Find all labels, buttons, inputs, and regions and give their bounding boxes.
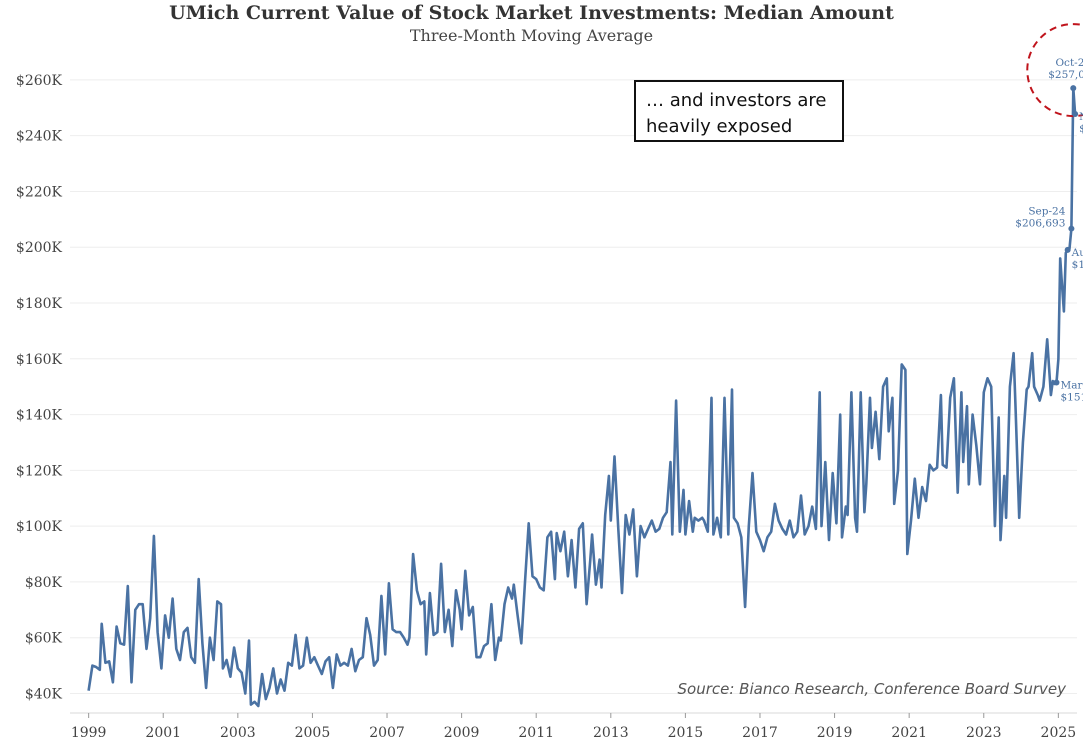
x-tick-label-3: 2005: [295, 725, 331, 741]
data-label-2-0: Sep-24: [1028, 206, 1065, 218]
y-tick-label-2: $80K: [25, 575, 63, 591]
data-point-marker-0: [1070, 85, 1077, 92]
x-tick-label-11: 2021: [891, 725, 927, 741]
chart-title: UMich Current Value of Stock Market Inve…: [169, 2, 894, 24]
x-tick-label-13: 2025: [1041, 725, 1077, 741]
series-line-0: [87, 86, 1077, 708]
x-tick-label-7: 2013: [593, 725, 629, 741]
data-label-0-1: $257,064: [1048, 69, 1083, 81]
x-tick-label-1: 2001: [145, 725, 181, 741]
data-label-3-1: $199,043: [1072, 259, 1083, 271]
data-point-marker-3: [1064, 246, 1071, 253]
data-label-1-0: Nov-24: [1079, 111, 1083, 123]
y-tick-label-9: $220K: [16, 184, 63, 200]
x-tick-label-6: 2011: [518, 725, 554, 741]
x-tick-label-2: 2003: [220, 725, 256, 741]
callout-line-2: heavily exposed: [646, 116, 793, 137]
y-tick-label-0: $40K: [25, 686, 63, 702]
y-tick-label-7: $180K: [16, 296, 63, 312]
callout-line-1: … and investors are: [646, 90, 827, 111]
x-tick-label-0: 1999: [71, 725, 107, 741]
y-tick-label-5: $140K: [16, 408, 63, 424]
data-point-marker-4: [1053, 379, 1060, 386]
y-tick-label-8: $200K: [16, 240, 63, 256]
x-tick-label-8: 2015: [668, 725, 704, 741]
x-tick-label-5: 2009: [444, 725, 480, 741]
x-tick-label-10: 2019: [817, 725, 853, 741]
x-tick-label-4: 2007: [369, 725, 405, 741]
chart-subtitle: Three-Month Moving Average: [409, 26, 654, 45]
x-tick-label-9: 2017: [742, 725, 778, 741]
y-tick-label-4: $120K: [16, 463, 63, 479]
annotation-callout: … and investors are heavily exposed: [634, 80, 844, 142]
y-tick-label-11: $260K: [16, 73, 63, 89]
data-point-marker-2: [1068, 225, 1075, 232]
y-tick-label-1: $60K: [25, 631, 63, 647]
x-tick-label-12: 2023: [966, 725, 1002, 741]
data-label-0-0: Oct-24: [1055, 57, 1083, 69]
y-tick-label-3: $100K: [16, 519, 63, 535]
data-label-4-1: $151,504: [1060, 391, 1083, 403]
data-label-3-0: Aug-24: [1071, 247, 1083, 259]
data-label-2-1: $206,693: [1015, 218, 1065, 230]
source-note: Source: Bianco Research, Conference Boar…: [677, 680, 1066, 698]
data-label-4-0: Mar-24: [1060, 379, 1083, 391]
data-point-marker-1: [1072, 111, 1079, 118]
data-label-1-1: $247,770: [1079, 123, 1083, 135]
y-tick-label-6: $160K: [16, 352, 63, 368]
y-tick-label-10: $240K: [16, 129, 63, 145]
